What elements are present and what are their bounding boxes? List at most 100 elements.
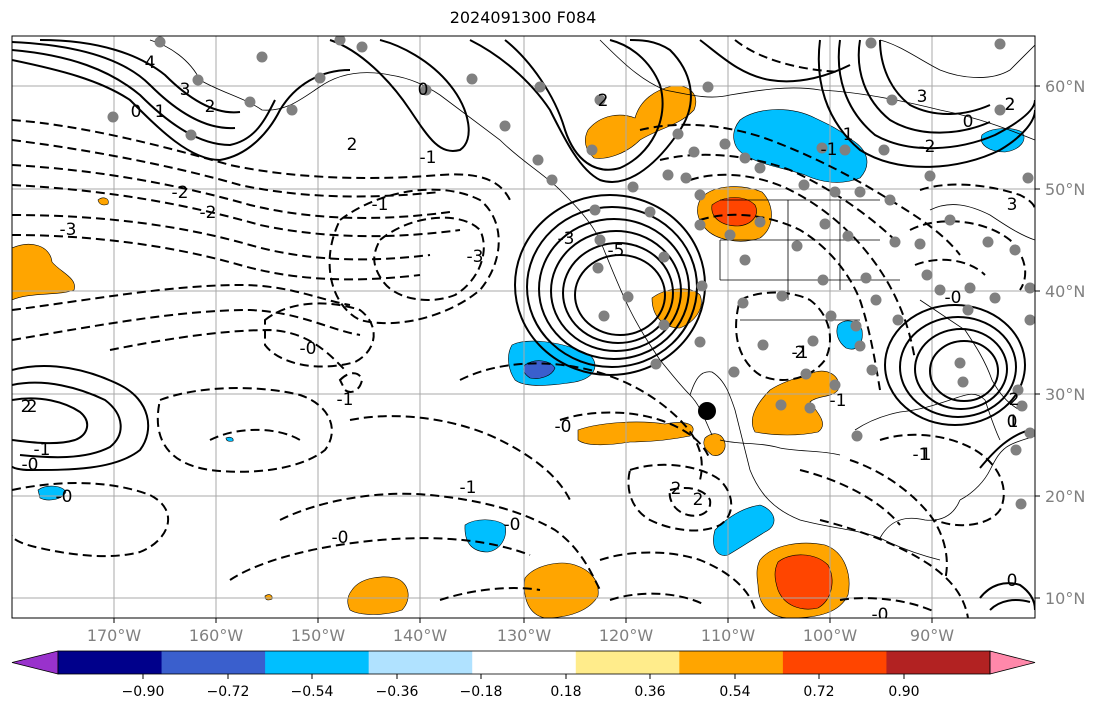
shade-orange-pacific-south [524, 562, 599, 618]
shade-orange-west-edge [12, 244, 75, 301]
contour-label: 2 [1005, 95, 1016, 115]
contour-label: 0 [963, 112, 974, 132]
contour-label: -1 [460, 478, 477, 498]
shade-blue-tiny-1 [225, 436, 234, 442]
contour-label: -0 [504, 515, 521, 535]
colorbar-extend-max [989, 650, 1036, 675]
contour-label: -5 [608, 241, 625, 261]
shade-orange-mexico-band [577, 421, 694, 446]
shade-red-montana [711, 197, 757, 227]
shade-orange-baja [703, 433, 726, 456]
colorbar-segment [58, 651, 163, 674]
colorbar-label: −0.36 [375, 684, 419, 700]
lat-label: 50°N [1045, 180, 1086, 199]
lon-label: 170°W [86, 626, 142, 645]
contour-label: 1 [921, 445, 932, 465]
location-marker [698, 402, 716, 420]
colorbar-label: −0.54 [290, 684, 334, 700]
contour-label: 0 [1007, 412, 1018, 432]
lon-label: 130°W [496, 626, 552, 645]
lon-label: 120°W [598, 626, 654, 645]
contour-label: -1 [34, 440, 51, 460]
coastlines [149, 39, 1035, 561]
contour-label: -1 [420, 148, 437, 168]
shaded-regions [12, 85, 1025, 618]
colorbar-segment [782, 651, 887, 674]
lat-label: 60°N [1045, 77, 1086, 96]
contour-label: 2 [21, 397, 32, 417]
contour-label: 0 [1007, 571, 1018, 591]
contour-label: -2 [919, 137, 936, 157]
contour-label: 3 [1007, 195, 1018, 215]
station-markers [107, 36, 1035, 510]
contour-label: 0 [131, 102, 142, 122]
colorbar-segment [886, 651, 991, 674]
colorbar-label: −0.90 [121, 684, 165, 700]
contour-label: 1 [843, 125, 854, 145]
contour-label: 2 [693, 490, 704, 510]
contour-label: 2 [795, 343, 806, 363]
lon-label: 90°W [909, 626, 955, 645]
colorbar-label: 0.72 [803, 684, 835, 700]
lon-label: 160°W [188, 626, 244, 645]
contour-label: 2 [205, 97, 216, 117]
contour-label: -0 [300, 339, 317, 359]
lat-label: 10°N [1045, 589, 1086, 608]
lon-label: 110°W [700, 626, 756, 645]
contour-label: -1 [830, 391, 847, 411]
shade-blue-pacific-sw [464, 519, 506, 553]
contour-label: -0 [945, 288, 962, 308]
contour-label: -1 [913, 445, 930, 465]
contours-solid [12, 39, 1035, 611]
shade-orange-texas [751, 370, 840, 436]
shade-orange-pacific-west [347, 576, 409, 615]
contour-label: -1 [337, 390, 354, 410]
contour-label: 2 [671, 479, 682, 499]
shade-blue-northeast [980, 128, 1025, 153]
contours-dashed [12, 39, 1035, 618]
colorbar-segment [472, 651, 577, 674]
colorbar-extend-min [11, 650, 59, 675]
contour-label: -1 [821, 140, 838, 160]
contour-label: -0 [555, 417, 572, 437]
contour-label: 1 [1008, 412, 1019, 432]
colorbar-segment [265, 651, 370, 674]
shade-blue-mexico-sw [713, 504, 775, 556]
lon-label: 150°W [290, 626, 346, 645]
contour-label: -3 [60, 220, 77, 240]
shade-blue-pacific-small [37, 485, 67, 501]
contour-label: 0 [418, 80, 429, 100]
contour-label: 2 [347, 135, 358, 155]
lon-label: 100°W [802, 626, 858, 645]
shade-orange-gulf-alaska [585, 85, 696, 159]
contour-label: -3 [558, 229, 575, 249]
colorbar-segment [368, 651, 473, 674]
colorbar-label: 0.54 [719, 684, 751, 700]
contour-label: -0 [56, 487, 73, 507]
colorbar-label: 0.36 [634, 684, 666, 700]
contour-label: -3 [467, 247, 484, 267]
colorbar-label: −0.18 [459, 684, 503, 700]
contour-label: -0 [332, 528, 349, 548]
contour-label: 3 [180, 80, 191, 100]
contour-label: 3 [917, 87, 928, 107]
contour-label: -1 [372, 195, 389, 215]
colorbar-segment [575, 651, 680, 674]
contour-label-group: 4 3 2 1 0 2 0 2 1 3 2 3 2 1 0 2 -2 -3 -1… [21, 53, 1020, 625]
shade-orange-tiny-1 [97, 197, 109, 206]
colorbar-segment [161, 651, 266, 674]
colorbar-label: 0.18 [550, 684, 582, 700]
contour-label: 2 [1009, 390, 1020, 410]
contour-label: 2 [598, 91, 609, 111]
contour-label: -1 [792, 343, 809, 363]
contour-label: -0 [872, 605, 889, 625]
colorbar-segment [679, 651, 784, 674]
contour-label: 4 [145, 53, 156, 73]
contour-label: -2 [200, 203, 217, 223]
map-title: 2024091300 F084 [449, 8, 597, 27]
colorbar [11, 650, 1036, 679]
lat-label: 40°N [1045, 282, 1086, 301]
colorbar-label: −0.72 [206, 684, 250, 700]
contour-label: -0 [22, 455, 39, 475]
